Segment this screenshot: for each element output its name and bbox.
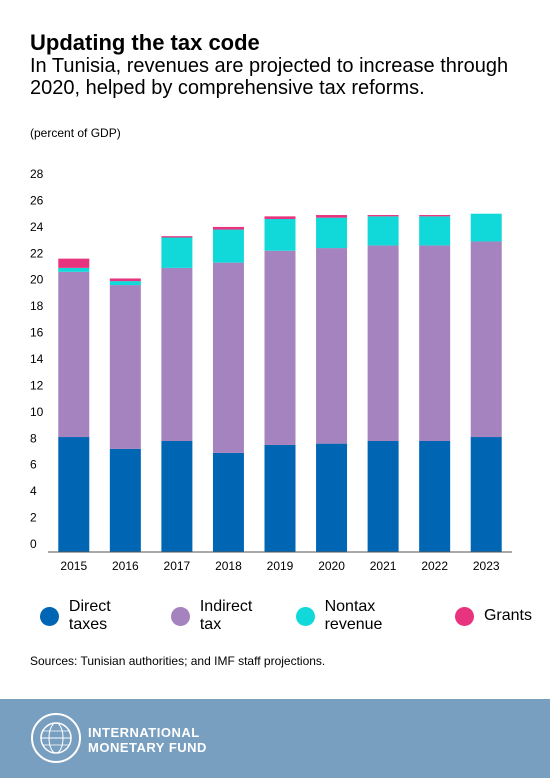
bar-direct-taxes-2019 [264, 444, 296, 552]
x-tick-label: 2023 [473, 559, 500, 573]
bar-indirect-tax-2019 [264, 250, 296, 445]
bar-nontax-revenue-2023 [470, 213, 502, 242]
y-tick-label: 4 [30, 484, 37, 498]
bar-grants-2022 [419, 215, 451, 217]
y-tick-label: 14 [30, 352, 44, 366]
bar-direct-taxes-2015 [58, 437, 90, 552]
bar-nontax-revenue-2019 [264, 219, 296, 251]
bar-nontax-revenue-2022 [419, 216, 451, 246]
y-tick-label: 18 [30, 299, 44, 313]
x-tick-label: 2018 [215, 559, 242, 573]
legend-swatch-nontax-revenue [295, 606, 315, 626]
y-tick-label: 24 [30, 220, 44, 234]
chart-title: Updating the tax code [30, 30, 260, 55]
y-tick-label: 22 [30, 246, 44, 260]
legend-label-indirect-tax: Indirect tax [199, 598, 253, 633]
org-name: INTERNATIONAL MONETARY FUND [88, 725, 207, 755]
unit-label: (percent of GDP) [30, 126, 121, 140]
bar-direct-taxes-2020 [316, 443, 348, 552]
bar-nontax-revenue-2015 [58, 267, 90, 272]
y-tick-label: 0 [30, 537, 37, 551]
source-note: Sources: Tunisian authorities; and IMF s… [30, 654, 326, 668]
legend-item-grants: Grants [454, 606, 532, 626]
legend-label-direct-taxes: Direct taxes [68, 598, 111, 633]
x-tick-label: 2016 [112, 559, 139, 573]
bar-indirect-tax-2018 [212, 262, 244, 453]
legend-label-grants: Grants [483, 607, 532, 624]
x-tick-label: 2015 [60, 559, 87, 573]
bar-indirect-tax-2022 [419, 245, 451, 441]
org-name-line2: MONETARY FUND [88, 740, 207, 755]
y-tick-label: 28 [30, 167, 44, 181]
bar-indirect-tax-2016 [109, 285, 141, 449]
bar-direct-taxes-2023 [470, 437, 502, 552]
bar-grants-2020 [316, 215, 348, 218]
legend-item-nontax-revenue: Nontax revenue [295, 598, 437, 634]
y-tick-label: 8 [30, 431, 37, 445]
bar-grants-2017 [161, 236, 193, 238]
y-tick-label: 2 [30, 511, 37, 525]
bar-direct-taxes-2016 [109, 448, 141, 552]
imf-seal-logo [31, 713, 81, 763]
y-tick-label: 20 [30, 273, 44, 287]
bar-grants-2016 [109, 278, 141, 282]
bar-nontax-revenue-2016 [109, 281, 141, 286]
y-tick-label: 16 [30, 326, 44, 340]
x-tick-label: 2020 [318, 559, 345, 573]
y-tick-label: 12 [30, 378, 44, 392]
bar-grants-2015 [58, 258, 90, 268]
footer-banner: INTERNATIONAL MONETARY FUND [0, 699, 550, 778]
bar-indirect-tax-2023 [470, 241, 502, 438]
bar-indirect-tax-2021 [367, 245, 399, 441]
bar-indirect-tax-2015 [58, 271, 90, 438]
bar-grants-2018 [212, 226, 244, 230]
bar-direct-taxes-2022 [419, 441, 451, 552]
bar-direct-taxes-2021 [367, 441, 399, 552]
bar-grants-2019 [264, 216, 296, 219]
x-tick-label: 2021 [370, 559, 397, 573]
bar-nontax-revenue-2020 [316, 217, 348, 249]
chart-subtitle: In Tunisia, revenues are projected to in… [30, 55, 509, 99]
bar-nontax-revenue-2017 [161, 237, 193, 268]
org-name-line1: INTERNATIONAL [88, 725, 200, 740]
legend-label-nontax-revenue: Nontax revenue [324, 598, 383, 633]
legend: Direct taxes Indirect tax Nontax revenue… [40, 598, 550, 634]
legend-swatch-indirect-tax [170, 606, 190, 626]
bar-grants-2021 [367, 215, 399, 217]
legend-swatch-direct-taxes [40, 606, 59, 626]
x-tick-label: 2022 [421, 559, 448, 573]
bar-nontax-revenue-2018 [212, 229, 244, 263]
y-tick-label: 26 [30, 193, 44, 207]
y-tick-label: 10 [30, 405, 44, 419]
bar-indirect-tax-2017 [161, 267, 193, 441]
legend-item-indirect-tax: Indirect tax [170, 598, 278, 634]
x-tick-label: 2017 [164, 559, 191, 573]
legend-item-direct-taxes: Direct taxes [40, 598, 153, 634]
bar-indirect-tax-2020 [316, 248, 348, 444]
y-tick-label: 6 [30, 458, 37, 472]
bar-direct-taxes-2017 [161, 441, 193, 552]
bar-direct-taxes-2018 [212, 452, 244, 552]
x-tick-label: 2019 [267, 559, 294, 573]
bar-nontax-revenue-2021 [367, 216, 399, 246]
legend-swatch-grants [454, 606, 474, 626]
